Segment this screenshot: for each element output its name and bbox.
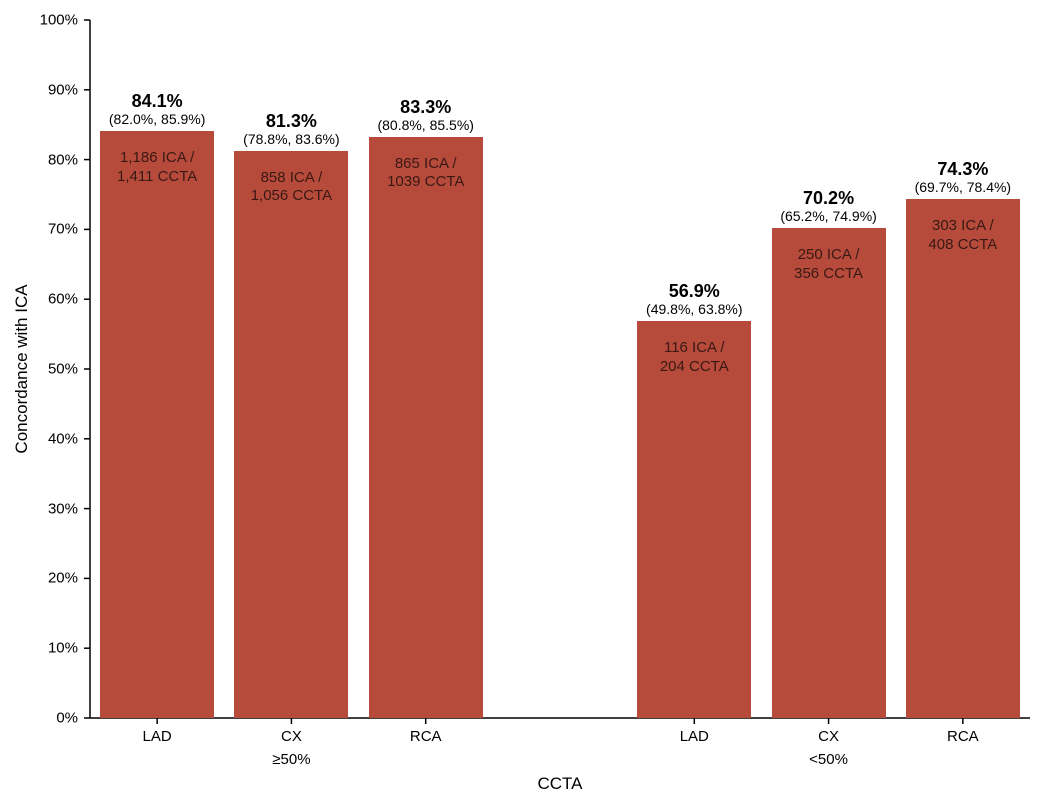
bar <box>906 199 1020 718</box>
y-tick-label: 80% <box>48 151 78 168</box>
y-tick-label: 60% <box>48 291 78 308</box>
pct-label: 74.3% <box>937 159 988 180</box>
y-tick-label: 30% <box>48 500 78 517</box>
y-tick-label: 90% <box>48 81 78 98</box>
y-tick-label: 10% <box>48 640 78 657</box>
pct-label: 84.1% <box>132 91 183 112</box>
ci-label: (65.2%, 74.9%) <box>780 208 877 224</box>
y-tick-label: 40% <box>48 430 78 447</box>
group-label: <50% <box>809 751 848 768</box>
bar <box>772 228 886 718</box>
ci-label: (78.8%, 83.6%) <box>243 131 340 147</box>
ci-label: (80.8%, 85.5%) <box>377 117 474 133</box>
pct-label: 83.3% <box>400 97 451 118</box>
counts-label: 303 ICA /408 CCTA <box>928 217 997 255</box>
counts-label: 250 ICA /356 CCTA <box>794 246 863 284</box>
ci-label: (82.0%, 85.9%) <box>109 111 206 127</box>
x-tick-label: LAD <box>680 728 709 745</box>
counts-label: 1,186 ICA /1,411 CCTA <box>117 149 197 187</box>
x-tick-label: RCA <box>410 728 442 745</box>
counts-label: 858 ICA /1,056 CCTA <box>251 169 332 207</box>
y-tick-label: 100% <box>40 12 78 29</box>
x-tick-label: RCA <box>947 728 979 745</box>
pct-label: 70.2% <box>803 188 854 209</box>
counts-label: 116 ICA /204 CCTA <box>660 339 729 377</box>
bar <box>100 131 214 718</box>
counts-label: 865 ICA /1039 CCTA <box>387 155 464 193</box>
x-tick-label: LAD <box>143 728 172 745</box>
x-tick-label: CX <box>818 728 839 745</box>
bar <box>234 151 348 718</box>
group-label: ≥50% <box>272 751 310 768</box>
pct-label: 81.3% <box>266 111 317 132</box>
bar <box>637 321 751 718</box>
ci-label: (69.7%, 78.4%) <box>915 179 1012 195</box>
pct-label: 56.9% <box>669 281 720 302</box>
x-tick-label: CX <box>281 728 302 745</box>
y-tick-label: 0% <box>56 710 78 727</box>
bar <box>369 137 483 718</box>
y-tick-label: 20% <box>48 570 78 587</box>
y-tick-label: 70% <box>48 221 78 238</box>
y-tick-label: 50% <box>48 361 78 378</box>
x-axis-label: CCTA <box>537 774 582 794</box>
concordance-bar-chart: 0% 10% 20% 30% 40% 50% 60% 70% 80% 90% 100% Concord… <box>0 0 1050 798</box>
y-axis-label: Concordance with ICA <box>12 284 32 453</box>
ci-label: (49.8%, 63.8%) <box>646 301 743 317</box>
